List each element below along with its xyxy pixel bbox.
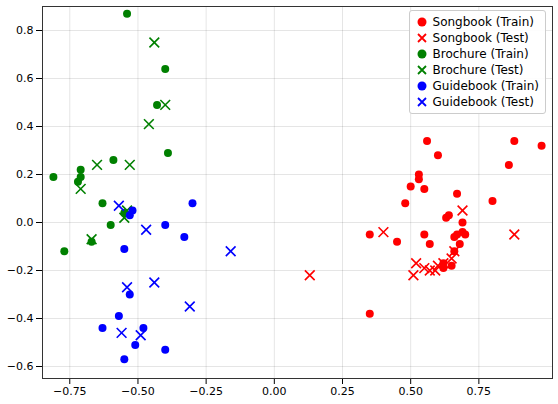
html-text:Brochure (Test): Brochure (Test) bbox=[432, 63, 524, 77]
html-text:Songbook (Train): Songbook (Train) bbox=[432, 15, 534, 29]
svg-text:0.6: 0.6 bbox=[16, 72, 34, 85]
svg-text:−0.6: −0.6 bbox=[7, 360, 34, 373]
svg-text:−0.50: −0.50 bbox=[121, 385, 155, 398]
html-text:Brochure (Train): Brochure (Train) bbox=[432, 47, 529, 61]
html-text:Songbook (Test): Songbook (Test) bbox=[432, 31, 529, 45]
svg-text:0.75: 0.75 bbox=[467, 385, 492, 398]
svg-text:−0.25: −0.25 bbox=[189, 385, 223, 398]
svg-text:0.8: 0.8 bbox=[16, 24, 34, 37]
svg-text:0.4: 0.4 bbox=[16, 120, 34, 133]
html-text:Guidebook (Train): Guidebook (Train) bbox=[432, 79, 539, 93]
svg-text:0.50: 0.50 bbox=[398, 385, 423, 398]
svg-text:0.25: 0.25 bbox=[330, 385, 355, 398]
svg-text:0.0: 0.0 bbox=[16, 216, 34, 229]
svg-text:−0.75: −0.75 bbox=[53, 385, 87, 398]
svg-text:−0.2: −0.2 bbox=[7, 264, 34, 277]
svg-text:0.2: 0.2 bbox=[16, 168, 34, 181]
svg-text:−0.4: −0.4 bbox=[7, 312, 34, 325]
svg-text:0.00: 0.00 bbox=[262, 385, 287, 398]
html-text:Guidebook (Test): Guidebook (Test) bbox=[432, 95, 534, 109]
